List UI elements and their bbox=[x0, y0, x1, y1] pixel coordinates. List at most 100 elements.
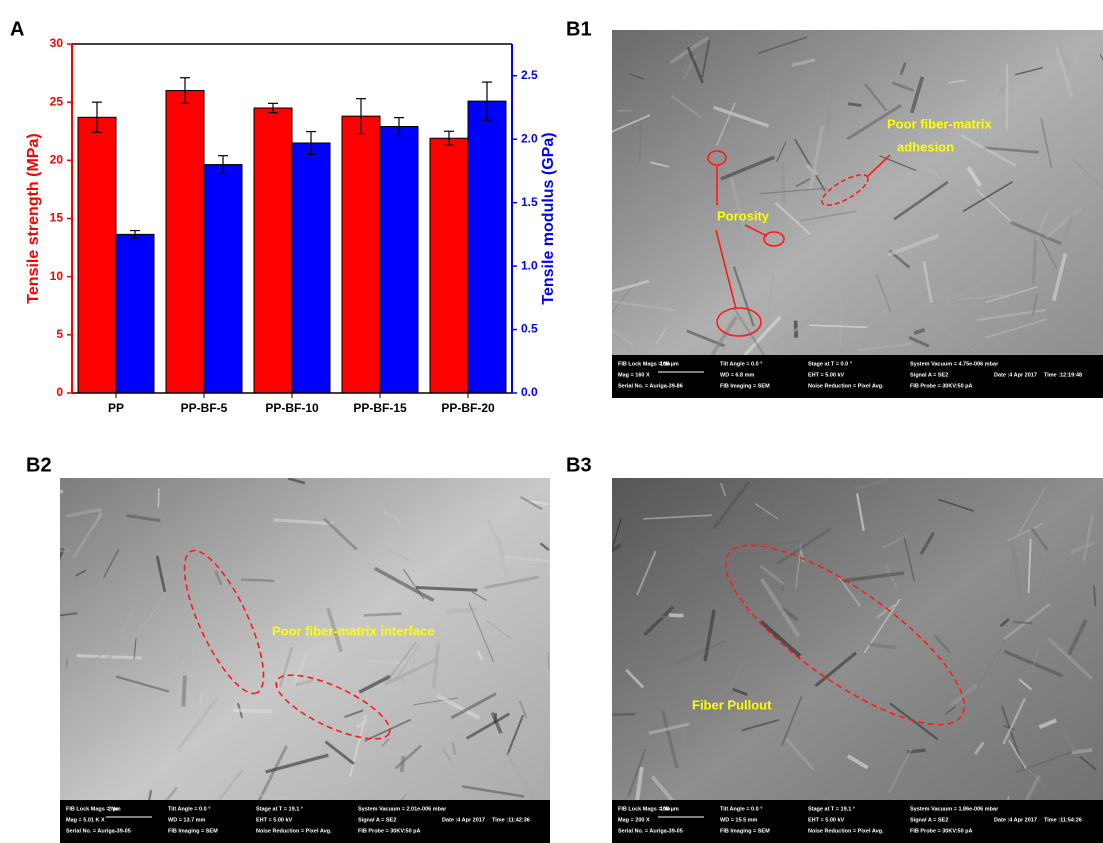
bar bbox=[342, 116, 380, 393]
texture bbox=[495, 713, 496, 723]
info-text: WD = 13.7 mm bbox=[168, 817, 206, 823]
panel-label: B2 bbox=[26, 454, 52, 476]
info-text: 100 µm bbox=[660, 361, 679, 367]
info-text: System Vacuum = 4.75e-006 mbar bbox=[910, 361, 999, 367]
info-text: Noise Reduction = Pixel Avg. bbox=[808, 383, 884, 389]
x-tick-label: PP-BF-15 bbox=[353, 401, 407, 415]
info-text: Date :4 Apr 2017 bbox=[994, 817, 1037, 823]
bar bbox=[78, 117, 116, 393]
info-text: Tilt Angle = 0.0 ° bbox=[720, 806, 762, 812]
info-text: Signal A = SE2 bbox=[910, 372, 948, 378]
panel-label: A bbox=[10, 18, 24, 40]
x-tick-label: PP-BF-5 bbox=[181, 401, 228, 415]
info-text: Stage at T = 19.1 ° bbox=[256, 806, 303, 812]
info-text: Serial No. = Auriga-39-86 bbox=[618, 383, 683, 389]
info-text: Serial No. = Auriga-39-05 bbox=[618, 828, 683, 834]
texture bbox=[183, 676, 185, 707]
y2-tick-label: 2.0 bbox=[521, 131, 538, 145]
page: A PP PP-BF-5 PP-BF-10 PP-BF-15 PP-BF-20 0 5 10 1… bbox=[0, 0, 1103, 843]
y-tick-label: 20 bbox=[50, 153, 64, 167]
texture bbox=[241, 580, 274, 581]
bar-chart: PP PP-BF-5 PP-BF-10 PP-BF-15 PP-BF-20 0 5 10 15 2… bbox=[25, 36, 557, 415]
figure: A PP PP-BF-5 PP-BF-10 PP-BF-15 PP-BF-20 0 5 10 1… bbox=[0, 0, 1103, 843]
y2-tick-label: 0.0 bbox=[521, 385, 538, 399]
info-text: FIB Probe = 30KV:50 pA bbox=[358, 828, 421, 834]
texture bbox=[1094, 586, 1095, 606]
info-text: 2 µm bbox=[108, 806, 121, 812]
info-text: Stage at T = 0.0 ° bbox=[808, 361, 852, 367]
sem-background bbox=[612, 30, 1103, 398]
panel-label: B3 bbox=[566, 454, 592, 476]
info-text: Tilt Angle = 0.0 ° bbox=[168, 806, 210, 812]
bar bbox=[468, 101, 506, 393]
sem-image: PorosityPoor fiber-matrixadhesionFIB Loc… bbox=[589, 30, 1103, 398]
bar bbox=[204, 165, 242, 393]
sem-image: Fiber PulloutFIB Lock Mags = NoMag = 200… bbox=[565, 478, 1103, 843]
texture bbox=[848, 104, 861, 106]
info-text: FIB Probe = 30KV:50 pA bbox=[910, 383, 973, 389]
y-tick-label: 0 bbox=[56, 385, 63, 399]
y2-tick-label: 2.5 bbox=[521, 68, 538, 82]
info-text: Time :11:54:26 bbox=[1044, 817, 1082, 823]
info-text: Stage at T = 19.1 ° bbox=[808, 806, 855, 812]
x-tick-label: PP-BF-20 bbox=[441, 401, 495, 415]
info-text: Signal A = SE2 bbox=[910, 817, 948, 823]
annotation: Poor fiber-matrix interface bbox=[272, 623, 435, 638]
y-tick-label: 5 bbox=[56, 327, 63, 341]
info-text: Noise Reduction = Pixel Avg. bbox=[256, 828, 332, 834]
y-axis-label: Tensile strength (MPa) bbox=[25, 133, 42, 303]
y-tick-label: 10 bbox=[50, 269, 64, 283]
bar bbox=[166, 91, 204, 393]
info-text: Tilt Angle = 0.0 ° bbox=[720, 361, 762, 367]
annotation: adhesion bbox=[897, 139, 954, 154]
info-text: System Vacuum = 2.01e-006 mbar bbox=[358, 806, 447, 812]
sem-image: Poor fiber-matrix interfaceFIB Lock Mags… bbox=[12, 478, 557, 843]
texture bbox=[364, 614, 402, 616]
texture bbox=[565, 714, 635, 716]
bar bbox=[380, 126, 418, 393]
y2-axis-label: Tensile modulus (GPa) bbox=[540, 132, 557, 304]
x-tick-label: PP bbox=[108, 401, 124, 415]
info-text: Noise Reduction = Pixel Avg. bbox=[808, 828, 884, 834]
y2-tick-label: 1.5 bbox=[521, 195, 538, 209]
y-tick-label: 25 bbox=[50, 94, 64, 108]
info-text: Mag = 200 X bbox=[618, 817, 650, 823]
info-text: FIB Imaging = SEM bbox=[720, 383, 770, 389]
info-text: Signal A = SE2 bbox=[358, 817, 396, 823]
x-tick-label: PP-BF-10 bbox=[265, 401, 319, 415]
info-text: FIB Probe = 30KV:50 pA bbox=[910, 828, 973, 834]
bar bbox=[116, 234, 154, 393]
info-text: Date :4 Apr 2017 bbox=[442, 817, 485, 823]
annotation: Poor fiber-matrix bbox=[887, 116, 993, 131]
info-text: Time :12:19:48 bbox=[1044, 372, 1082, 378]
info-text: EHT = 5.00 kV bbox=[808, 817, 845, 823]
info-text: Time :11:42:36 bbox=[492, 817, 530, 823]
bar bbox=[254, 108, 292, 393]
texture bbox=[12, 491, 63, 496]
texture bbox=[158, 488, 159, 507]
texture bbox=[783, 162, 784, 202]
texture bbox=[402, 756, 404, 772]
info-text: EHT = 5.00 kV bbox=[256, 817, 293, 823]
y2-tick-label: 1.0 bbox=[521, 258, 538, 272]
panel-label: B1 bbox=[566, 18, 592, 40]
y-tick-label: 15 bbox=[50, 211, 64, 225]
texture bbox=[233, 710, 272, 712]
info-text: System Vacuum = 1.86e-006 mbar bbox=[910, 806, 999, 812]
info-text: 100 µm bbox=[660, 806, 679, 812]
info-text: FIB Imaging = SEM bbox=[168, 828, 218, 834]
bar bbox=[292, 143, 330, 393]
y-tick-label: 30 bbox=[50, 36, 64, 50]
texture bbox=[597, 636, 613, 655]
info-text: Date :4 Apr 2017 bbox=[994, 372, 1037, 378]
annotation: Fiber Pullout bbox=[692, 697, 772, 712]
info-text: Mag = 5.01 K X bbox=[66, 817, 105, 823]
info-text: Mag = 160 X bbox=[618, 372, 650, 378]
texture bbox=[32, 551, 70, 553]
info-text: WD = 15.5 mm bbox=[720, 817, 758, 823]
info-text: Serial No. = Auriga-39-05 bbox=[66, 828, 131, 834]
y2-tick-label: 0.5 bbox=[521, 322, 538, 336]
info-text: WD = 6.8 mm bbox=[720, 372, 754, 378]
info-text: EHT = 5.00 kV bbox=[808, 372, 845, 378]
annotation: Porosity bbox=[717, 208, 770, 223]
